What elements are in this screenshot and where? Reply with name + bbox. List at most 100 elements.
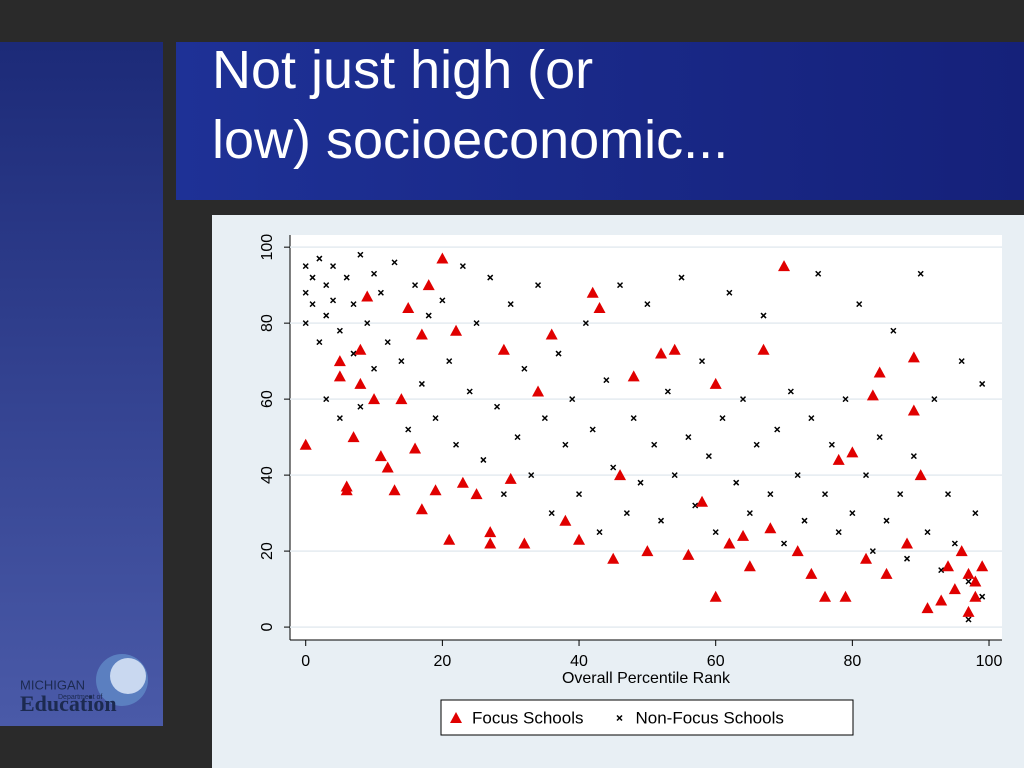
point <box>938 567 945 574</box>
title-box <box>176 42 1024 200</box>
point <box>415 503 428 515</box>
point <box>484 526 497 538</box>
point <box>726 289 733 296</box>
point <box>942 560 955 572</box>
point <box>955 545 968 557</box>
point <box>316 339 323 346</box>
point <box>743 560 756 572</box>
point <box>753 441 760 448</box>
point <box>371 365 378 372</box>
point <box>774 426 781 433</box>
point <box>869 548 876 555</box>
point <box>705 453 712 460</box>
point <box>921 602 934 614</box>
point <box>655 347 668 359</box>
point <box>330 263 337 270</box>
point <box>910 453 917 460</box>
point <box>500 491 507 498</box>
point <box>839 590 852 602</box>
point <box>685 434 692 441</box>
point <box>302 289 309 296</box>
point <box>412 282 419 289</box>
point <box>350 301 357 308</box>
point <box>377 289 384 296</box>
point <box>828 441 835 448</box>
point <box>309 274 316 281</box>
point <box>398 358 405 365</box>
point <box>532 385 545 397</box>
point <box>582 320 589 327</box>
point <box>357 251 364 258</box>
point <box>316 255 323 262</box>
point <box>737 529 750 541</box>
point <box>791 545 804 557</box>
point <box>627 370 640 382</box>
point <box>409 442 422 454</box>
point <box>969 590 982 602</box>
point <box>801 517 808 524</box>
point <box>425 312 432 319</box>
point <box>336 415 343 422</box>
point <box>340 480 353 492</box>
point <box>862 472 870 479</box>
legend-label: Non-Focus Schools <box>636 708 784 727</box>
x-tick-label: 80 <box>843 653 861 670</box>
point <box>931 396 938 403</box>
chart: 0 20 40 60 80 100 0 20 40 60 80 100 Overall Percenti… <box>259 234 1002 736</box>
point <box>832 453 845 465</box>
point <box>459 263 466 270</box>
point <box>623 510 630 517</box>
title-line: low) socioeconomic... <box>212 110 728 170</box>
point <box>541 415 548 422</box>
slide-title: Not just high (or low) socioeconomic... <box>212 40 728 170</box>
point <box>521 365 528 372</box>
point <box>658 517 665 524</box>
point <box>432 415 439 422</box>
point <box>559 514 572 526</box>
point <box>664 388 671 395</box>
point <box>497 343 510 355</box>
x-tick-label: 40 <box>570 653 588 670</box>
point <box>935 594 948 606</box>
point <box>794 472 801 479</box>
point <box>302 320 309 327</box>
point <box>787 388 794 395</box>
point <box>589 426 596 433</box>
point <box>374 450 387 462</box>
point <box>849 510 856 517</box>
point <box>767 491 774 498</box>
point <box>343 274 350 281</box>
y-tick-label: 40 <box>259 466 276 484</box>
point <box>450 324 463 336</box>
point <box>764 522 777 534</box>
point <box>596 529 603 536</box>
point <box>518 537 531 549</box>
point <box>965 616 972 623</box>
point <box>487 274 494 281</box>
point <box>696 495 709 507</box>
point <box>815 270 822 277</box>
point <box>484 537 497 549</box>
y-tick-label: 0 <box>259 623 276 632</box>
point <box>733 479 740 486</box>
point <box>880 567 893 579</box>
point <box>907 351 920 363</box>
point <box>494 403 501 410</box>
point <box>780 540 788 547</box>
point <box>573 533 586 545</box>
point <box>678 274 685 281</box>
point <box>422 279 435 291</box>
point <box>593 301 606 313</box>
point <box>883 517 890 524</box>
point <box>951 540 958 547</box>
point <box>901 537 914 549</box>
point <box>699 358 706 365</box>
point <box>323 396 330 403</box>
point <box>456 476 469 488</box>
point <box>562 441 569 448</box>
plot-area <box>290 235 1002 640</box>
point <box>668 343 681 355</box>
point <box>712 529 719 536</box>
